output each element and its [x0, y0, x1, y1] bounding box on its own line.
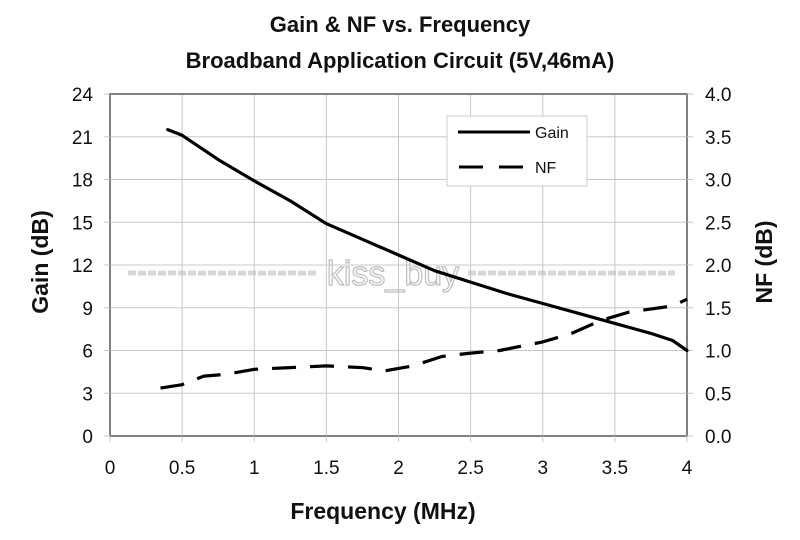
x-tick-label: 1	[249, 458, 260, 479]
tick-marks	[104, 93, 693, 442]
y-tick-label: 6	[82, 342, 93, 363]
legend-label-gain: Gain	[535, 125, 569, 142]
y-tick-label: 3	[82, 384, 93, 405]
y2-tick-label: 0.0	[705, 427, 731, 448]
y-tick-label: 9	[82, 299, 93, 320]
y-axis-title: Gain (dB)	[27, 210, 53, 314]
y2-tick-label: 1.5	[705, 299, 731, 320]
x-tick-label: 3	[537, 458, 548, 479]
y2-tick-labels: 0.0 0.5 1.0 1.5 2.0 2.5 3.0 3.5 4.0	[705, 85, 731, 448]
y-tick-label: 0	[82, 427, 93, 448]
y2-axis-title: NF (dB)	[751, 220, 777, 303]
x-tick-labels: 0 0.5 1 1.5 2 2.5 3 3.5 4	[105, 458, 693, 479]
y2-tick-label: 0.5	[705, 384, 731, 405]
x-axis-title: Frequency (MHz)	[290, 498, 475, 524]
x-tick-label: 3.5	[602, 458, 628, 479]
legend-label-nf: NF	[535, 160, 557, 177]
x-tick-label: 4	[682, 458, 693, 479]
legend-box	[446, 115, 588, 187]
legend: Gain NF	[446, 115, 588, 187]
x-tick-label: 2	[393, 458, 404, 479]
y-tick-label: 24	[72, 85, 94, 106]
y-tick-label: 12	[72, 256, 93, 277]
chart-subtitle: Broadband Application Circuit (5V,46mA)	[186, 48, 615, 73]
x-tick-label: 0.5	[169, 458, 195, 479]
y2-tick-label: 4.0	[705, 85, 731, 106]
y2-tick-label: 3.5	[705, 128, 731, 149]
series-group	[160, 128, 689, 390]
watermark: kiss_buy	[128, 254, 675, 294]
x-tick-label: 2.5	[457, 458, 483, 479]
y2-tick-label: 1.0	[705, 342, 731, 363]
watermark-text: kiss_buy	[327, 255, 459, 293]
y-tick-label: 18	[72, 171, 93, 192]
x-tick-label: 1.5	[313, 458, 339, 479]
series-line-gain	[166, 128, 689, 353]
series-line-nf	[160, 297, 688, 390]
chart-title: Gain & NF vs. Frequency	[270, 12, 531, 37]
y2-tick-label: 3.0	[705, 171, 731, 192]
x-tick-label: 0	[105, 458, 116, 479]
y2-tick-label: 2.5	[705, 213, 731, 234]
y2-tick-label: 2.0	[705, 256, 731, 277]
y-tick-label: 21	[72, 128, 93, 149]
y-tick-labels: 0 3 6 9 12 15 18 21 24	[72, 85, 94, 448]
y-tick-label: 15	[72, 213, 93, 234]
